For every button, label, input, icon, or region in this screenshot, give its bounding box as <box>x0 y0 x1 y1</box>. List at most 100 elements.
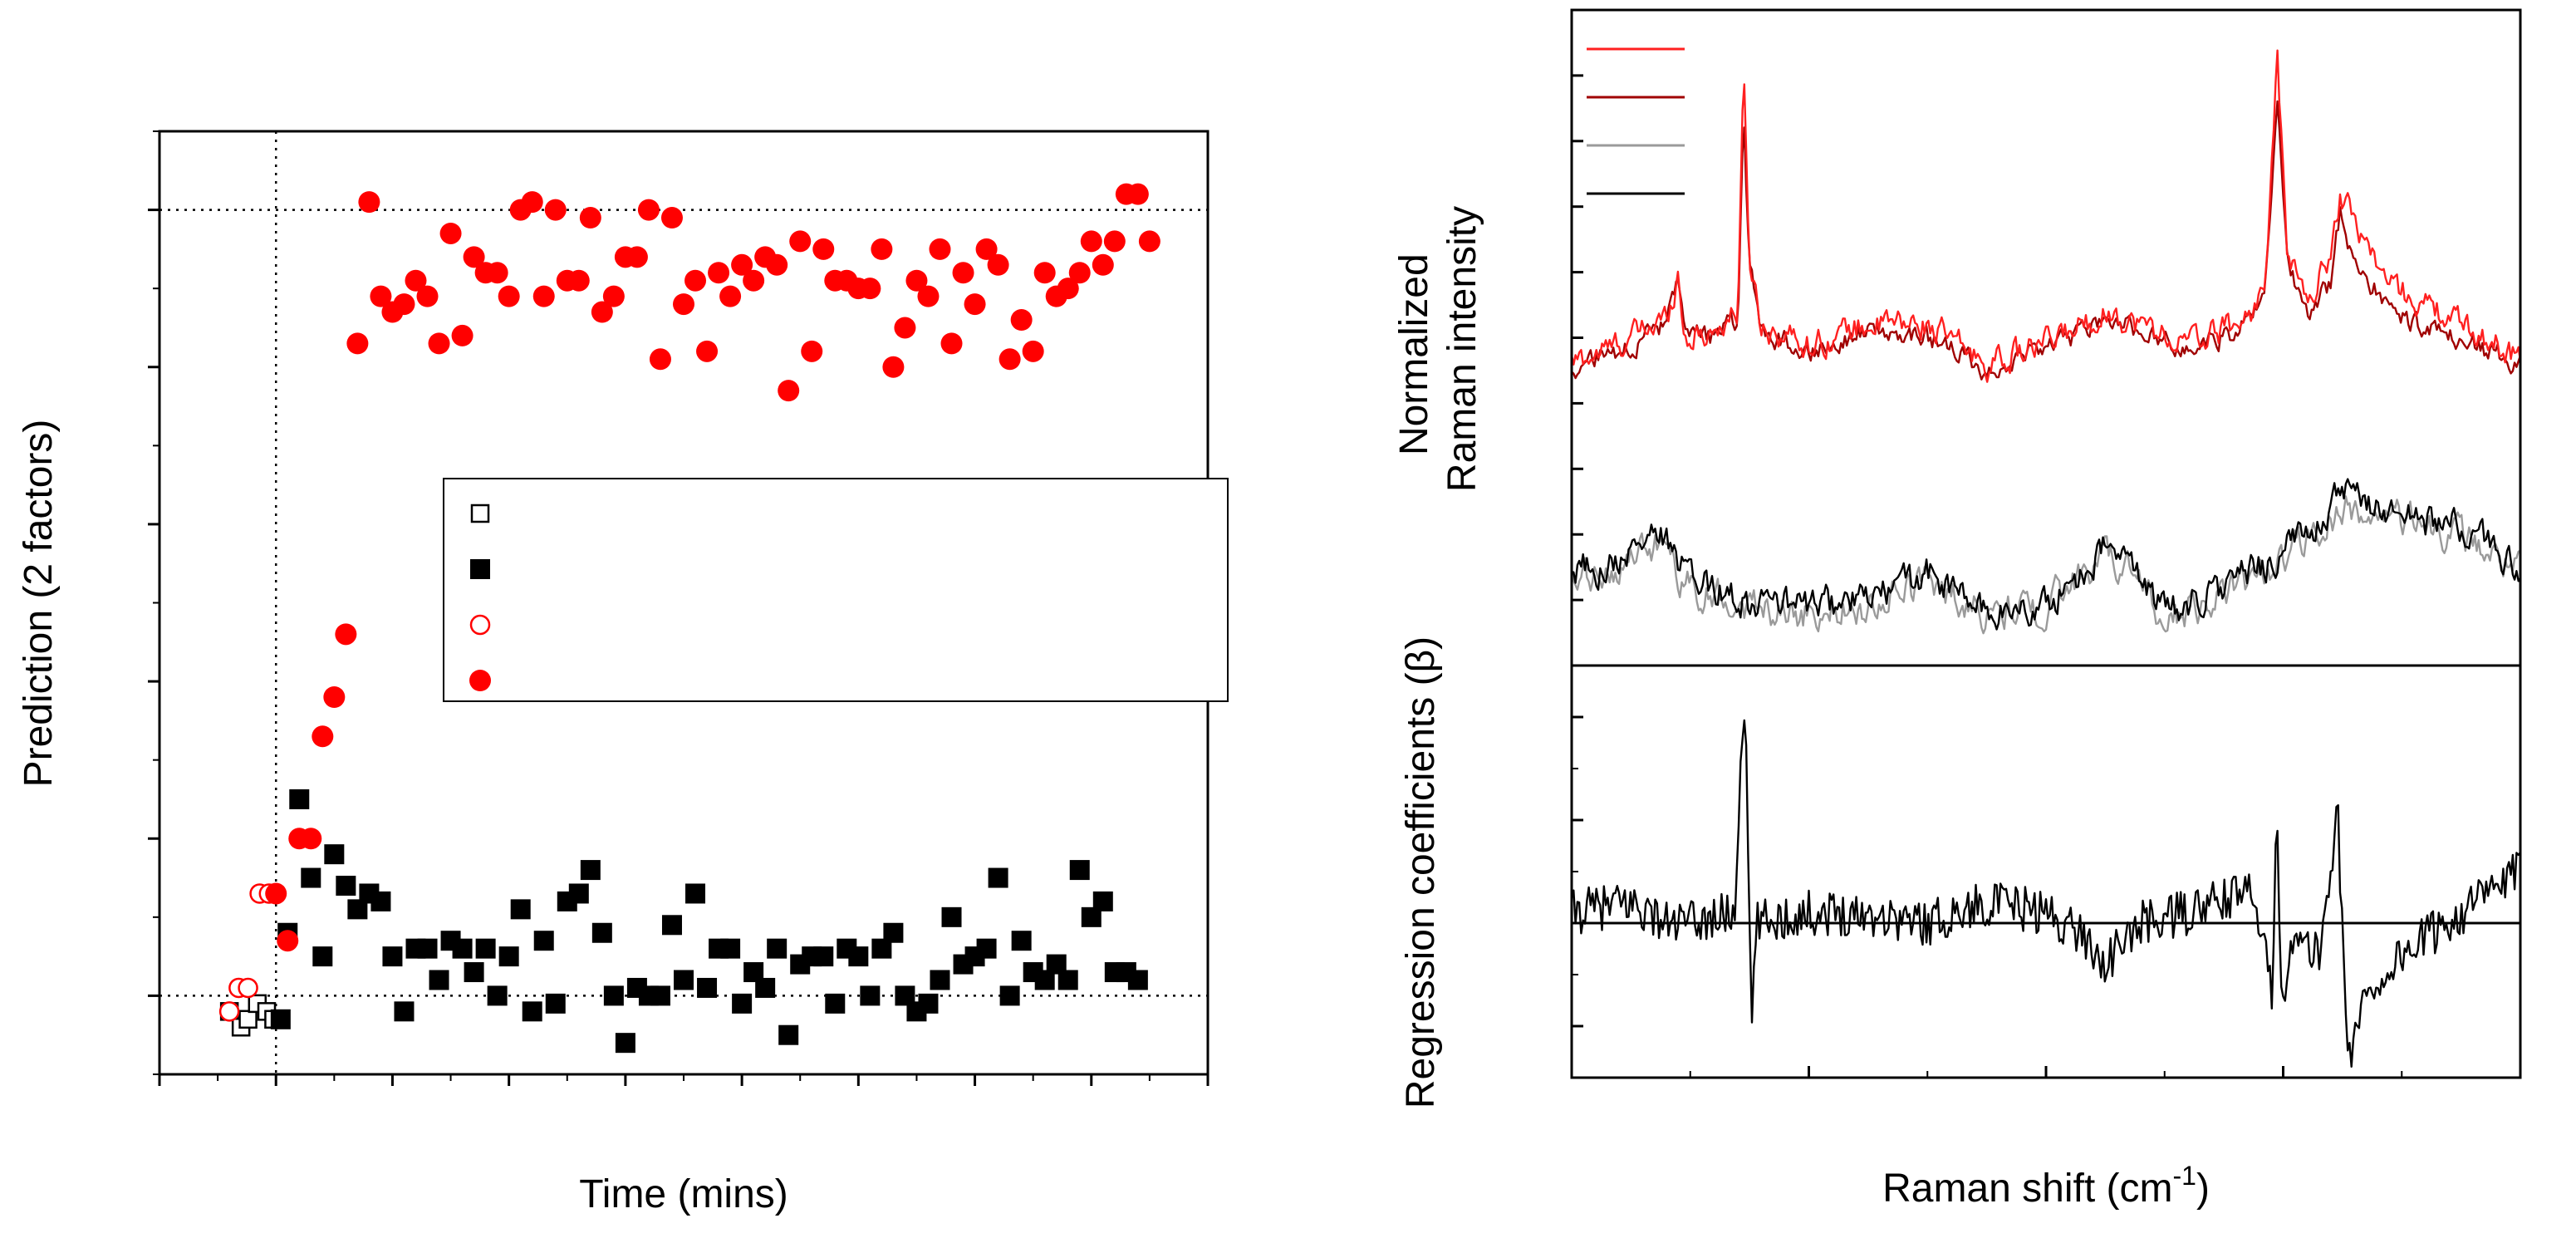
left-point-series-1 <box>1127 970 1148 990</box>
left-point-series-3 <box>358 191 380 214</box>
left-point-series-1 <box>382 946 403 967</box>
left-point-series-1 <box>417 938 438 959</box>
spectra-panel-frame <box>1570 8 2522 667</box>
left-point-series-3 <box>637 199 660 221</box>
left-point-series-3 <box>952 262 974 284</box>
left-point-series-3 <box>905 269 928 292</box>
left-point-series-3 <box>591 301 613 323</box>
regression-y-label-text: Regression coefficients ( <box>1399 672 1443 1108</box>
left-point-series-1 <box>289 788 310 809</box>
left-point-series-1 <box>591 922 612 943</box>
left-point-series-1 <box>848 946 869 967</box>
left-point-series-3 <box>917 285 940 307</box>
left-point-series-3 <box>731 253 753 276</box>
right-x-label-sup: -1 <box>2172 1161 2196 1191</box>
left-legend <box>443 478 1229 702</box>
left-point-series-3 <box>1138 230 1160 253</box>
spectra-y-label-line2: Raman intensity <box>1440 206 1484 492</box>
left-point-series-3 <box>451 324 473 346</box>
left-point-series-3 <box>1068 262 1091 284</box>
left-x-axis-label: Time (mins) <box>579 1172 788 1216</box>
left-point-series-1 <box>650 985 670 1006</box>
left-point-series-1 <box>778 1024 799 1045</box>
left-point-series-1 <box>720 938 741 959</box>
left-point-series-3 <box>1126 183 1149 205</box>
left-legend-marker-0 <box>470 504 490 523</box>
left-point-series-1 <box>568 883 589 904</box>
left-point-series-3 <box>439 222 462 244</box>
left-point-series-1 <box>674 970 694 990</box>
left-point-series-1 <box>988 867 1008 888</box>
left-point-series-1 <box>580 860 601 881</box>
left-point-series-1 <box>732 993 753 1014</box>
left-point-series-3 <box>987 253 1009 276</box>
left-point-series-1 <box>603 985 624 1006</box>
right-x-label-text: Raman shift (cm <box>1882 1167 2172 1211</box>
regression-y-axis-label: Regression coefficients (β) <box>1399 636 1443 1108</box>
left-point-series-3 <box>405 269 427 292</box>
left-point-series-2 <box>238 977 258 999</box>
left-scatter-chart: Time (mins) Prediction (2 factors) <box>17 130 1229 1216</box>
left-point-series-1 <box>324 844 345 865</box>
left-point-series-1 <box>429 970 449 990</box>
left-point-series-1 <box>487 985 508 1006</box>
left-point-series-0 <box>238 1010 258 1029</box>
left-point-series-3 <box>743 269 765 292</box>
left-point-series-3 <box>602 285 625 307</box>
right-spectra-chart: Normalized Raman intensity Regression co… <box>1392 8 2522 1211</box>
left-point-series-1 <box>394 1001 415 1022</box>
left-point-series-3 <box>719 285 742 307</box>
left-point-series-2 <box>218 1001 240 1022</box>
left-point-series-3 <box>975 238 998 260</box>
left-point-series-3 <box>649 348 671 371</box>
left-point-series-3 <box>940 332 963 355</box>
left-point-series-3 <box>801 340 823 362</box>
left-point-series-3 <box>416 285 439 307</box>
left-point-series-3 <box>393 293 415 316</box>
right-x-label-close: ) <box>2196 1167 2210 1211</box>
left-point-series-1 <box>452 938 473 959</box>
left-point-series-3 <box>778 380 800 402</box>
left-point-series-3 <box>696 340 719 362</box>
left-point-series-3 <box>579 207 601 229</box>
left-point-series-3 <box>323 686 346 708</box>
left-point-series-1 <box>522 1001 542 1022</box>
regression-y-label-close: ) <box>1399 636 1443 650</box>
left-point-series-1 <box>755 977 776 998</box>
regression-coefficient-line <box>1570 719 2521 1068</box>
left-point-series-1 <box>1069 860 1090 881</box>
left-point-series-1 <box>475 938 496 959</box>
left-point-series-1 <box>370 891 391 911</box>
left-point-series-3 <box>1010 309 1033 331</box>
left-point-series-3 <box>544 199 567 221</box>
left-point-series-3 <box>312 725 334 748</box>
left-point-series-3 <box>812 238 835 260</box>
left-legend-marker-2 <box>469 614 491 636</box>
left-point-series-3 <box>486 262 508 284</box>
left-point-series-1 <box>336 876 356 896</box>
left-y-axis-label: Prediction (2 factors) <box>17 420 61 788</box>
left-point-series-3 <box>567 269 590 292</box>
left-point-series-1 <box>498 946 519 967</box>
left-point-series-3 <box>428 332 450 355</box>
left-point-series-1 <box>1092 891 1113 911</box>
left-point-series-3 <box>1057 278 1079 300</box>
left-point-series-3 <box>929 238 951 260</box>
left-point-series-3 <box>999 348 1021 371</box>
left-point-series-3 <box>1080 230 1102 253</box>
left-point-series-1 <box>615 1033 635 1054</box>
spectrum-line-3 <box>1571 478 2522 631</box>
left-point-series-3 <box>789 230 812 253</box>
regression-panel-frame <box>1570 664 2522 1079</box>
left-point-series-1 <box>813 946 834 967</box>
left-point-series-3 <box>463 246 485 268</box>
left-point-series-3 <box>673 293 694 316</box>
left-point-series-1 <box>999 985 1020 1006</box>
left-point-series-3 <box>766 253 788 276</box>
left-point-series-3 <box>708 262 730 284</box>
left-point-series-3 <box>660 207 683 229</box>
left-point-series-3 <box>1092 253 1114 276</box>
regression-y-label-beta: β <box>1399 650 1443 673</box>
left-point-series-1 <box>883 922 904 943</box>
left-point-series-3 <box>964 293 986 316</box>
